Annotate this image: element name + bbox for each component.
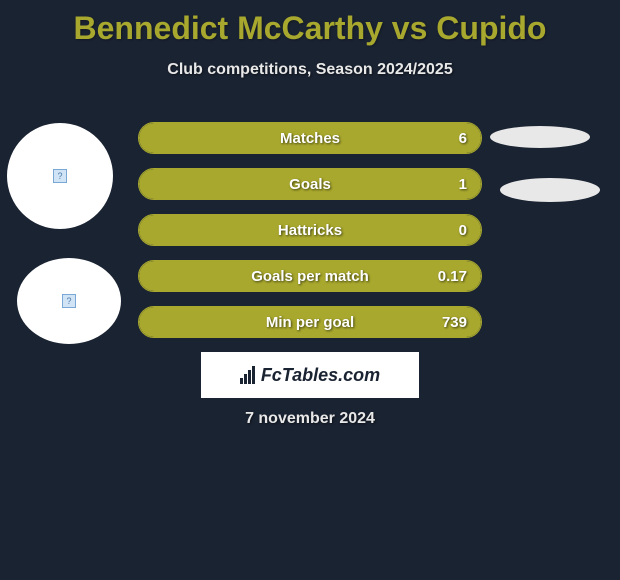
player1-avatar: ? — [7, 123, 113, 229]
player2-pill-matches — [490, 126, 590, 148]
stat-label: Matches — [139, 123, 481, 153]
stat-value: 0.17 — [438, 261, 467, 291]
stat-row-hattricks: Hattricks 0 — [138, 214, 482, 246]
stat-label: Min per goal — [139, 307, 481, 337]
stat-row-mpg: Min per goal 739 — [138, 306, 482, 338]
image-placeholder-icon: ? — [62, 294, 76, 308]
stat-value: 739 — [442, 307, 467, 337]
stats-panel: Matches 6 Goals 1 Hattricks 0 Goals per … — [138, 122, 482, 352]
stat-row-matches: Matches 6 — [138, 122, 482, 154]
bar-chart-icon — [240, 366, 255, 384]
stat-value: 1 — [459, 169, 467, 199]
image-placeholder-icon: ? — [53, 169, 67, 183]
stat-label: Goals — [139, 169, 481, 199]
attribution-text: FcTables.com — [261, 365, 380, 386]
page-title: Bennedict McCarthy vs Cupido — [0, 0, 620, 47]
player2-avatar: ? — [17, 258, 121, 344]
page-subtitle: Club competitions, Season 2024/2025 — [0, 61, 620, 79]
stat-label: Goals per match — [139, 261, 481, 291]
stat-value: 0 — [459, 215, 467, 245]
player2-pill-goals — [500, 178, 600, 202]
date-label: 7 november 2024 — [0, 410, 620, 428]
stat-value: 6 — [459, 123, 467, 153]
stat-label: Hattricks — [139, 215, 481, 245]
stat-row-goals: Goals 1 — [138, 168, 482, 200]
stat-row-gpm: Goals per match 0.17 — [138, 260, 482, 292]
attribution-box: FcTables.com — [201, 352, 419, 398]
